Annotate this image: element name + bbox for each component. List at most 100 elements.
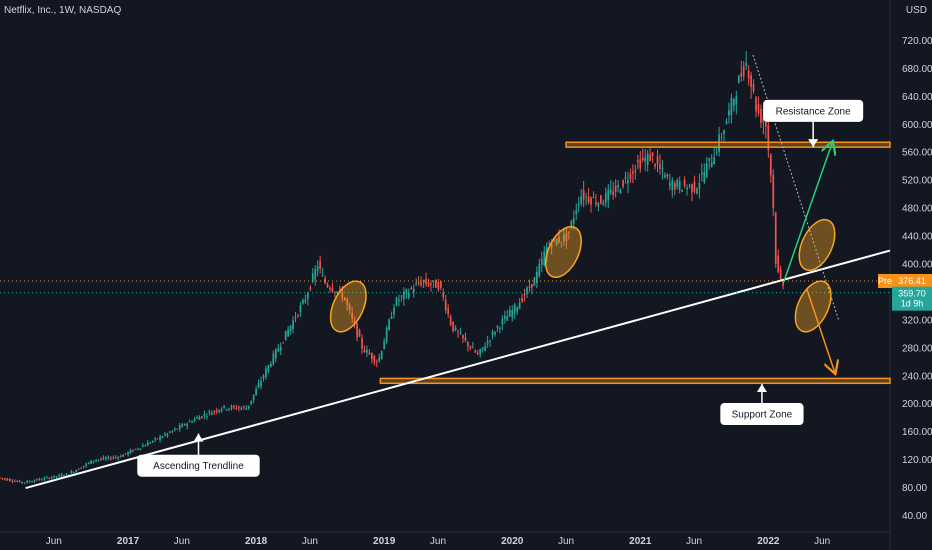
candle-body [28, 481, 31, 483]
candle-body [252, 394, 255, 401]
candle-body [82, 465, 85, 467]
candle-body [368, 352, 371, 355]
candle-body [681, 189, 684, 192]
candle-body [467, 341, 469, 347]
candle-body [97, 459, 100, 461]
x-tick-label: Jun [174, 536, 190, 547]
candle-body [11, 480, 14, 482]
candle-body [16, 481, 19, 483]
candle-body [119, 456, 122, 458]
candle-body [430, 283, 432, 285]
candle-body [654, 164, 656, 167]
candle-body [725, 121, 728, 125]
candle-body [568, 231, 570, 233]
candle-body [484, 346, 487, 351]
candle-body [664, 175, 666, 178]
candle-body [282, 342, 285, 344]
candle-body [215, 410, 218, 412]
candle-body [370, 353, 373, 360]
candle-body [316, 266, 319, 271]
resistance-zone [565, 141, 891, 148]
candle-body [55, 476, 58, 478]
candle-body [361, 338, 363, 349]
candle-body [459, 333, 462, 335]
candle-body [151, 440, 154, 442]
candle-body [774, 212, 777, 264]
candle-body [164, 434, 166, 436]
candle-body [201, 416, 203, 418]
candle-body [400, 295, 403, 297]
candle-body [526, 287, 528, 294]
candle-body [437, 282, 440, 290]
candle-body [343, 297, 346, 301]
candle-body [183, 424, 186, 426]
candle-body [21, 481, 24, 483]
candle-body [523, 293, 526, 296]
candle-body [87, 462, 90, 464]
candle-body [614, 186, 617, 192]
candle-body [740, 72, 743, 77]
candle-body [255, 388, 257, 396]
candle-body [311, 273, 314, 282]
candle-body [139, 448, 142, 450]
candle-body [629, 173, 632, 180]
y-tick-label: 400.00 [902, 260, 932, 271]
candle-body [60, 474, 63, 477]
pre-label-tag [878, 274, 892, 289]
candle-body [730, 98, 733, 116]
candle-body [302, 299, 304, 304]
y-tick-label: 520.00 [902, 176, 932, 187]
candle-body [218, 409, 221, 413]
y-tick-label: 600.00 [902, 120, 932, 131]
candle-body [356, 323, 358, 338]
highlight-ellipse [544, 225, 582, 278]
x-tick-label: Jun [558, 536, 574, 547]
candle-body [543, 251, 546, 266]
candle-body [198, 416, 201, 421]
candle-body [782, 281, 784, 286]
candle-body [720, 136, 723, 138]
candle-body [513, 304, 516, 314]
candle-body [597, 203, 600, 207]
candle-body [36, 479, 38, 481]
candle-body [592, 196, 595, 198]
candle-body [137, 448, 139, 450]
candle-body [501, 319, 504, 325]
candle-body [321, 275, 324, 277]
candle-body [351, 312, 354, 319]
candle-body [570, 220, 573, 228]
candle-body [358, 330, 361, 337]
last-price-tag [892, 286, 932, 311]
y-tick-label: 120.00 [902, 455, 932, 466]
candle-body [425, 278, 427, 284]
candle-body [528, 286, 531, 288]
candle-body [693, 181, 696, 192]
candle-body [122, 454, 124, 457]
candle-body [499, 327, 501, 329]
y-tick-label: 320.00 [902, 315, 932, 326]
annotation-arrowhead [193, 433, 204, 442]
candle-body [75, 469, 78, 473]
candle-body [26, 480, 28, 483]
candle-body [713, 157, 716, 165]
candle-body [366, 350, 368, 353]
candle-body [676, 179, 679, 188]
candle-body [8, 479, 11, 481]
candle-body [494, 332, 496, 335]
candle-body [92, 460, 95, 463]
x-tick-label: Jun [686, 536, 702, 547]
candle-body [385, 327, 388, 342]
candle-body [641, 157, 644, 160]
candle-body [710, 162, 713, 167]
candle-body [444, 300, 447, 311]
candle-body [708, 157, 711, 161]
candle-body [127, 452, 129, 455]
candle-body [435, 280, 437, 288]
candle-body [223, 405, 225, 408]
candle-body [686, 187, 688, 190]
x-tick-label: Jun [46, 536, 62, 547]
candle-body [375, 361, 378, 363]
candle-body [442, 292, 445, 298]
x-tick-label: Jun [814, 536, 830, 547]
candle-body [575, 210, 578, 215]
